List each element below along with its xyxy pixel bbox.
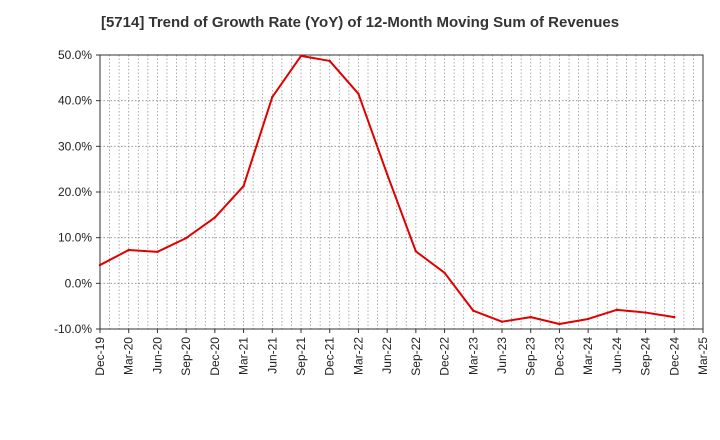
data-point <box>500 320 504 323</box>
data-point <box>357 92 360 96</box>
data-point <box>472 309 475 312</box>
x-tick-label: Mar-20 <box>122 337 136 375</box>
data-point <box>385 172 389 176</box>
chart-title: [5714] Trend of Growth Rate (YoY) of 12-… <box>100 14 620 31</box>
x-tick-label: Dec-23 <box>552 337 566 376</box>
x-tick-label: Sep-23 <box>524 337 538 376</box>
data-point <box>271 95 274 99</box>
y-tick-label: 20.0% <box>58 185 92 199</box>
x-tick-label: Dec-22 <box>438 337 452 376</box>
y-tick-label: 50.0% <box>58 48 92 62</box>
x-tick-label: Mar-21 <box>237 337 251 375</box>
x-tick-label: Mar-24 <box>581 337 595 375</box>
x-tick-label: Mar-22 <box>351 337 365 375</box>
data-point <box>586 317 590 321</box>
x-tick-label: Dec-21 <box>323 337 337 376</box>
data-point <box>98 263 102 267</box>
data-point <box>242 184 245 188</box>
x-tick-label: Mar-25 <box>696 337 710 375</box>
data-point <box>644 311 647 314</box>
data-point <box>673 315 676 319</box>
x-tick-label: Jun-22 <box>380 337 394 374</box>
x-tick-label: Jun-20 <box>150 337 164 374</box>
x-tick-label: Sep-21 <box>294 337 308 376</box>
y-tick-label: 10.0% <box>58 231 92 245</box>
x-tick-label: Mar-23 <box>466 337 480 375</box>
x-tick-label: Sep-22 <box>409 337 423 376</box>
data-point <box>328 59 331 63</box>
x-tick-label: Dec-24 <box>667 337 681 376</box>
data-point <box>299 54 303 58</box>
data-point <box>156 250 159 254</box>
data-point <box>558 322 561 326</box>
data-point <box>213 216 217 219</box>
x-tick-label: Sep-20 <box>179 337 193 376</box>
data-point <box>127 248 130 252</box>
x-tick-label: Jun-21 <box>265 337 279 374</box>
x-tick-label: Dec-20 <box>208 337 222 376</box>
data-point <box>615 308 619 312</box>
data-point <box>443 271 446 275</box>
data-point <box>184 236 188 240</box>
plot-frame <box>99 54 704 330</box>
y-tick-label: 30.0% <box>58 139 92 153</box>
x-tick-label: Jun-23 <box>495 337 509 374</box>
x-tick-label: Jun-24 <box>610 337 624 374</box>
x-tick-label: Dec-19 <box>93 337 107 376</box>
x-tick-label: Sep-24 <box>639 337 653 376</box>
data-point <box>529 315 532 319</box>
y-tick-label: 0.0% <box>65 276 93 290</box>
data-point <box>414 250 418 253</box>
y-tick-label: 40.0% <box>58 94 92 108</box>
y-tick-label: -10.0% <box>54 322 92 336</box>
